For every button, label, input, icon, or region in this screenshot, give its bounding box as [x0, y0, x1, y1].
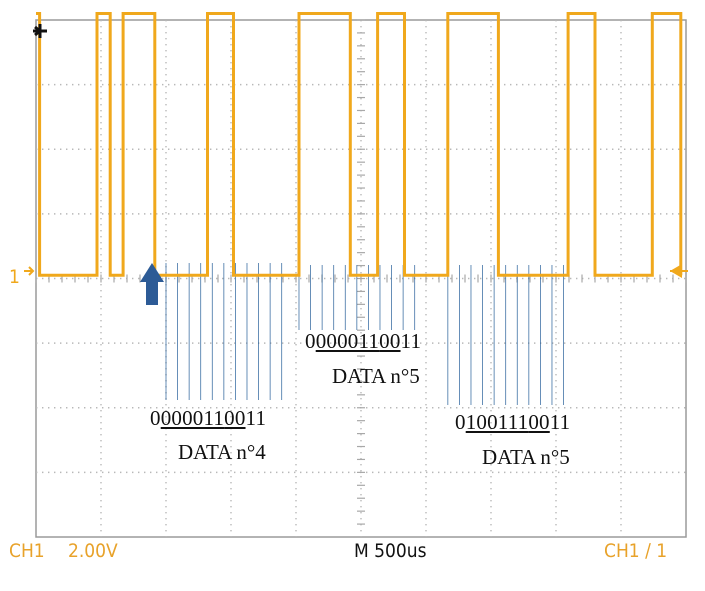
bitstring-mid-bits: 00 — [224, 406, 246, 430]
bitstring-mid-bits: 00 — [528, 410, 550, 434]
bitstring-start-bit: 0 — [305, 329, 316, 353]
trigger-position-marker — [33, 24, 47, 38]
grid — [35, 19, 687, 538]
frame-start-arrow — [140, 263, 164, 305]
data-label-5b: DATA n°5 — [482, 445, 570, 469]
bitstring-data-bits: 000011 — [160, 406, 225, 430]
bitstring-data-5a: 00000110011 — [305, 329, 421, 354]
timebase-readout: M 500us — [354, 540, 427, 562]
bitstring-data-bits: 000011 — [315, 329, 380, 353]
data-label-5a: DATA n°5 — [332, 364, 420, 388]
bitstring-stop-bits: 11 — [549, 410, 571, 434]
bit-marker-lines — [165, 263, 564, 405]
bitstring-data-5b: 01001110011 — [455, 410, 570, 435]
bitstring-start-bit: 0 — [150, 406, 161, 430]
bitstring-stop-bits: 11 — [245, 406, 267, 430]
bitstring-start-bit: 0 — [455, 410, 466, 434]
channel-indicator: CH1 — [9, 540, 45, 562]
ch1-waveform — [36, 12, 683, 277]
bitstring-data-bits: 100111 — [465, 410, 529, 434]
bitstring-data-4: 00000110011 — [150, 406, 266, 431]
trigger-readout: CH1 ∕ 1 — [604, 540, 668, 562]
channel-ground-arrow — [24, 266, 35, 276]
volts-per-div: 2.00V — [68, 540, 118, 562]
data-label-4: DATA n°4 — [178, 440, 266, 464]
channel-ground-marker: 1 — [9, 266, 20, 288]
bitstring-stop-bits: 11 — [400, 329, 422, 353]
bitstring-mid-bits: 00 — [379, 329, 401, 353]
